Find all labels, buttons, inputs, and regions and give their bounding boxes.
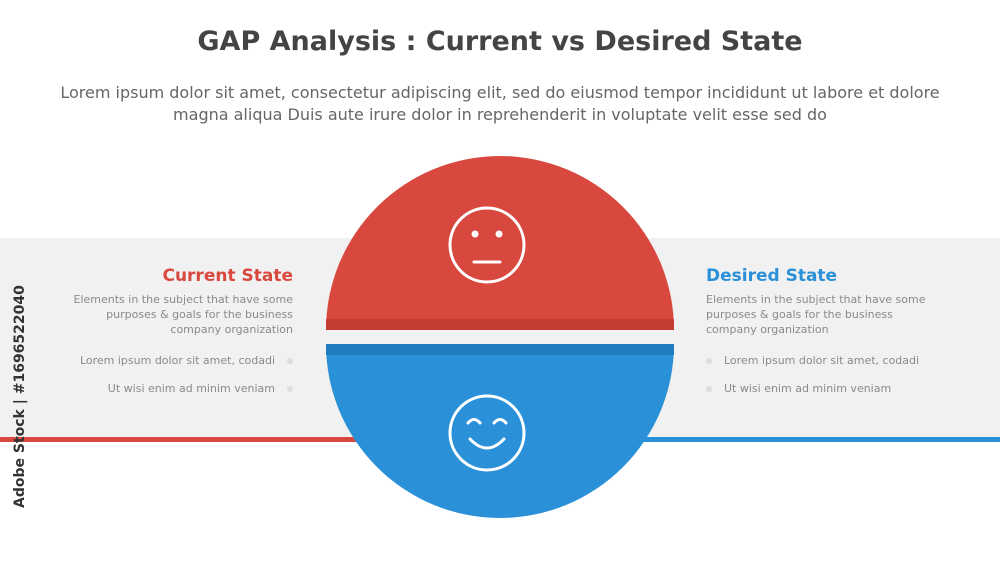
current-state-bullet: Lorem ipsum dolor sit amet, codadi (80, 354, 293, 367)
desired-state-bullet: Ut wisi enim ad minim veniam (706, 382, 891, 395)
page-title: GAP Analysis : Current vs Desired State (197, 26, 803, 57)
current-state-shadow-strip (326, 319, 674, 330)
desired-state-description: Elements in the subject that have some p… (706, 293, 926, 336)
neutral-face-icon (448, 206, 526, 284)
bullet-dot-icon (287, 358, 293, 364)
desired-state-title: Desired State (706, 266, 838, 286)
bullet-dot-icon (706, 358, 712, 364)
desired-state-half (326, 344, 674, 518)
smiling-face-icon (448, 394, 526, 472)
current-state-half (326, 156, 674, 330)
bullet-dot-icon (706, 386, 712, 392)
current-state-line (0, 437, 360, 442)
stock-watermark: Adobe Stock | #1696522040 (12, 285, 28, 508)
desired-state-line (640, 437, 1000, 442)
desired-state-bullet: Lorem ipsum dolor sit amet, codadi (706, 354, 919, 367)
bullet-dot-icon (287, 386, 293, 392)
page-subtitle: Lorem ipsum dolor sit amet, consectetur … (60, 83, 940, 124)
current-state-bullet: Ut wisi enim ad minim veniam (108, 382, 293, 395)
current-state-title: Current State (162, 266, 293, 286)
current-state-description: Elements in the subject that have some p… (73, 293, 293, 336)
desired-state-shadow-strip (326, 344, 674, 355)
